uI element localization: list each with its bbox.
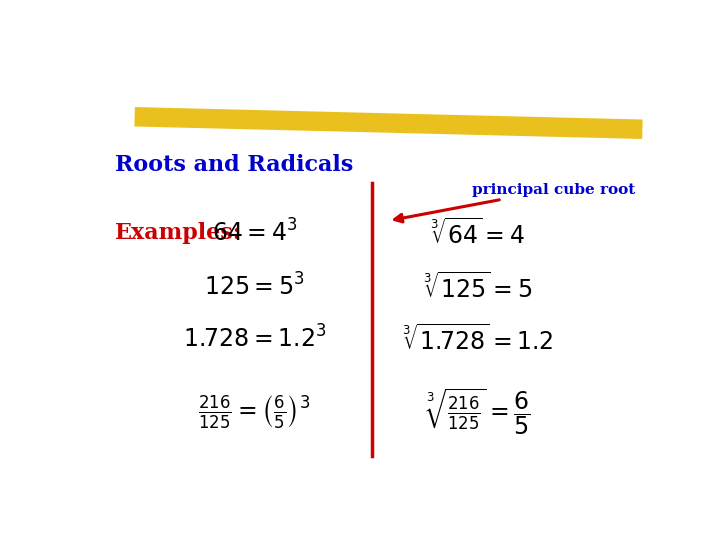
Text: Roots and Radicals: Roots and Radicals: [115, 153, 354, 176]
Text: $\sqrt[3]{1.728} = 1.2$: $\sqrt[3]{1.728} = 1.2$: [402, 324, 553, 354]
Text: $\frac{216}{125} = \left(\frac{6}{5}\right)^{3}$: $\frac{216}{125} = \left(\frac{6}{5}\rig…: [199, 394, 311, 430]
Text: principal cube root: principal cube root: [395, 183, 636, 222]
Text: $125 = 5^{3}$: $125 = 5^{3}$: [204, 274, 305, 301]
Text: $64 = 4^{3}$: $64 = 4^{3}$: [212, 220, 297, 247]
Text: $\sqrt[3]{\frac{216}{125}} = \dfrac{6}{5}$: $\sqrt[3]{\frac{216}{125}} = \dfrac{6}{5…: [425, 387, 531, 437]
Text: $\sqrt[3]{64} = 4$: $\sqrt[3]{64} = 4$: [431, 218, 525, 248]
Text: Examples:: Examples:: [115, 222, 242, 244]
Text: $\sqrt[3]{125} = 5$: $\sqrt[3]{125} = 5$: [423, 272, 533, 302]
Text: $1.728 = 1.2^{3}$: $1.728 = 1.2^{3}$: [183, 326, 326, 353]
